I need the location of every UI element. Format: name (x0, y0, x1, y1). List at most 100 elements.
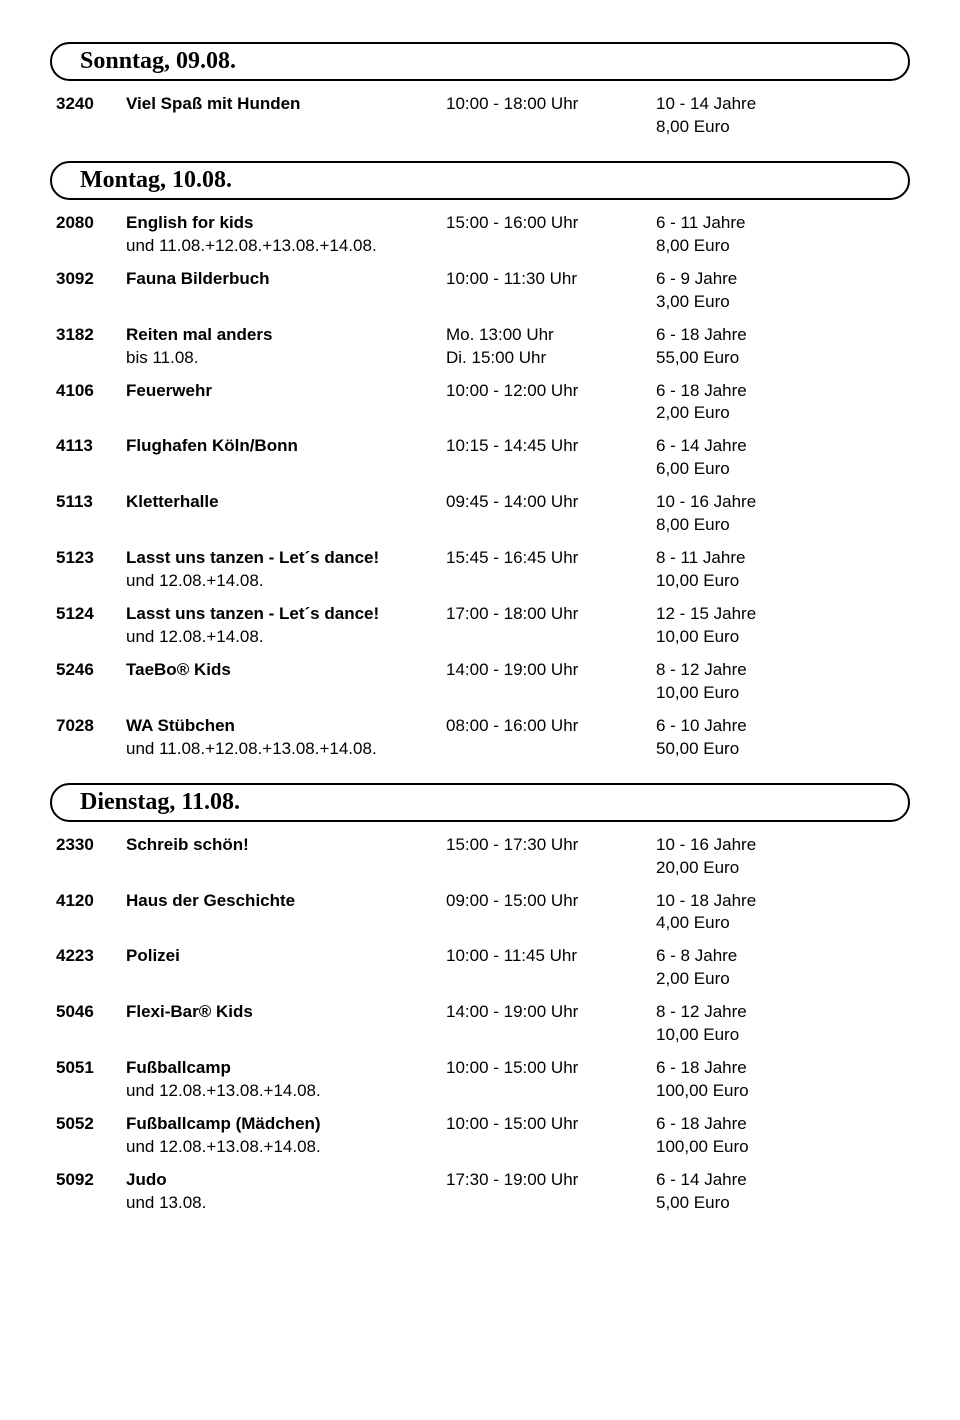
day-header: Montag, 10.08. (50, 161, 910, 200)
entry-title-block: Lasst uns tanzen - Let´s dance!und 12.08… (126, 547, 446, 593)
entry-title: Kletterhalle (126, 492, 219, 511)
schedule-entry: 4106Feuerwehr10:00 - 12:00 Uhr6 - 18 Jah… (56, 380, 904, 426)
entry-title-sub: und 11.08.+12.08.+13.08.+14.08. (126, 738, 446, 761)
day-header: Dienstag, 11.08. (50, 783, 910, 822)
entry-title-block: Flughafen Köln/Bonn (126, 435, 446, 481)
schedule-entry: 5092Judound 13.08.17:30 - 19:00 Uhr6 - 1… (56, 1169, 904, 1215)
entry-code: 4120 (56, 890, 126, 936)
schedule-entry: 5113Kletterhalle09:45 - 14:00 Uhr10 - 16… (56, 491, 904, 537)
entry-title: Lasst uns tanzen - Let´s dance! (126, 604, 379, 623)
entry-code: 3092 (56, 268, 126, 314)
entry-title-block: Fauna Bilderbuch (126, 268, 446, 314)
schedule-entry: 5124Lasst uns tanzen - Let´s dance!und 1… (56, 603, 904, 649)
entry-title: Flughafen Köln/Bonn (126, 436, 298, 455)
entry-age: 10 - 18 Jahre (656, 891, 756, 910)
entry-title: Haus der Geschichte (126, 891, 295, 910)
entry-age: 12 - 15 Jahre (656, 604, 756, 623)
entry-price: 6,00 Euro (656, 458, 826, 481)
entry-price: 10,00 Euro (656, 570, 826, 593)
entry-age-block: 10 - 16 Jahre20,00 Euro (656, 834, 826, 880)
entry-title-block: Judound 13.08. (126, 1169, 446, 1215)
schedule-entry: 4120Haus der Geschichte 09:00 - 15:00 Uhr… (56, 890, 904, 936)
entry-age: 6 - 10 Jahre (656, 716, 747, 735)
entry-code: 5052 (56, 1113, 126, 1159)
entry-price: 10,00 Euro (656, 682, 826, 705)
entry-age: 6 - 18 Jahre (656, 325, 747, 344)
entry-age: 8 - 12 Jahre (656, 1002, 747, 1021)
entry-time-block: 10:00 - 12:00 Uhr (446, 380, 656, 426)
entry-title-sub: und 12.08.+14.08. (126, 626, 446, 649)
entry-age-block: 6 - 18 Jahre100,00 Euro (656, 1057, 826, 1103)
entry-age-block: 12 - 15 Jahre 10,00 Euro (656, 603, 826, 649)
schedule-entry: 5246TaeBo® Kids14:00 - 19:00 Uhr8 - 12 J… (56, 659, 904, 705)
entry-time-block: 08:00 - 16:00 Uhr (446, 715, 656, 761)
entry-price: 50,00 Euro (656, 738, 826, 761)
schedule-document: Sonntag, 09.08.3240Viel Spaß mit Hunden1… (50, 42, 910, 1215)
entry-title: Viel Spaß mit Hunden (126, 94, 300, 113)
entry-title-block: Feuerwehr (126, 380, 446, 426)
entry-code: 5092 (56, 1169, 126, 1215)
entry-age-block: 6 - 8 Jahre 2,00 Euro (656, 945, 826, 991)
entry-age-block: 6 - 18 Jahre100,00 Euro (656, 1113, 826, 1159)
entry-age: 6 - 11 Jahre (656, 213, 745, 232)
entry-time-block: 15:00 - 16:00 Uhr (446, 212, 656, 258)
entry-time-block: 10:00 - 18:00 Uhr (446, 93, 656, 139)
entry-age-block: 6 - 9 Jahre3,00 Euro (656, 268, 826, 314)
entry-time-block: 10:00 - 11:45 Uhr (446, 945, 656, 991)
entry-title-sub: und 12.08.+13.08.+14.08. (126, 1136, 446, 1159)
entry-title: WA Stübchen (126, 716, 235, 735)
entry-price: 2,00 Euro (656, 968, 826, 991)
entry-title: Judo (126, 1170, 167, 1189)
entry-age-block: 6 - 14 Jahre6,00 Euro (656, 435, 826, 481)
entries-list: 2080English for kidsund 11.08.+12.08.+13… (50, 212, 910, 761)
entry-age: 6 - 8 Jahre (656, 946, 737, 965)
entry-time-block: 17:30 - 19:00 Uhr (446, 1169, 656, 1215)
entry-time: 15:00 - 16:00 Uhr (446, 213, 578, 232)
entry-time-block: 10:15 - 14:45 Uhr (446, 435, 656, 481)
schedule-entry: 4113Flughafen Köln/Bonn 10:15 - 14:45 Uhr… (56, 435, 904, 481)
entry-time: 17:00 - 18:00 Uhr (446, 604, 578, 623)
entry-title: Lasst uns tanzen - Let´s dance! (126, 548, 379, 567)
entry-age-block: 8 - 12 Jahre10,00 Euro (656, 659, 826, 705)
entry-title: Fauna Bilderbuch (126, 269, 270, 288)
entry-price: 10,00 Euro (656, 626, 826, 649)
entry-code: 3182 (56, 324, 126, 370)
entry-age: 6 - 14 Jahre (656, 1170, 747, 1189)
entry-title-block: Flexi-Bar® Kids (126, 1001, 446, 1047)
entry-time-block: 10:00 - 15:00 Uhr (446, 1113, 656, 1159)
entry-age: 6 - 18 Jahre (656, 381, 747, 400)
entry-code: 5246 (56, 659, 126, 705)
entry-time-block: Mo. 13:00 UhrDi. 15:00 Uhr (446, 324, 656, 370)
entry-price: 2,00 Euro (656, 402, 826, 425)
entry-title-block: TaeBo® Kids (126, 659, 446, 705)
entry-title-block: English for kidsund 11.08.+12.08.+13.08.… (126, 212, 446, 258)
entry-code: 4113 (56, 435, 126, 481)
entry-code: 5123 (56, 547, 126, 593)
entry-code: 3240 (56, 93, 126, 139)
entry-time: 09:00 - 15:00 Uhr (446, 891, 578, 910)
entry-time-block: 17:00 - 18:00 Uhr (446, 603, 656, 649)
entry-title-block: Kletterhalle (126, 491, 446, 537)
entry-title: Reiten mal anders (126, 325, 272, 344)
entry-title: Fußballcamp (Mädchen) (126, 1114, 321, 1133)
entry-title-block: Haus der Geschichte (126, 890, 446, 936)
entry-time: 10:00 - 11:45 Uhr (446, 946, 577, 965)
schedule-entry: 5123Lasst uns tanzen - Let´s dance!und 1… (56, 547, 904, 593)
entry-age-block: 8 - 12 Jahre10,00 Euro (656, 1001, 826, 1047)
entry-title-block: Lasst uns tanzen - Let´s dance! und 12.08… (126, 603, 446, 649)
entry-price: 8,00 Euro (656, 235, 826, 258)
entry-price: 3,00 Euro (656, 291, 826, 314)
entry-time: 10:00 - 15:00 Uhr (446, 1114, 578, 1133)
entry-time: 10:15 - 14:45 Uhr (446, 436, 578, 455)
entry-age-block: 6 - 14 Jahre 5,00 Euro (656, 1169, 826, 1215)
entry-time-block: 10:00 - 11:30 Uhr (446, 268, 656, 314)
entry-age-block: 6 - 11 Jahre 8,00 Euro (656, 212, 826, 258)
entry-age: 10 - 14 Jahre (656, 94, 756, 113)
entry-title-sub: bis 11.08. (126, 347, 446, 370)
entry-time: 09:45 - 14:00 Uhr (446, 492, 578, 511)
entry-price: 5,00 Euro (656, 1192, 826, 1215)
entry-title-block: Schreib schön! (126, 834, 446, 880)
entry-time: 10:00 - 11:30 Uhr (446, 269, 577, 288)
entries-list: 3240Viel Spaß mit Hunden 10:00 - 18:00 Uh… (50, 93, 910, 139)
entry-time-block: 09:00 - 15:00 Uhr (446, 890, 656, 936)
